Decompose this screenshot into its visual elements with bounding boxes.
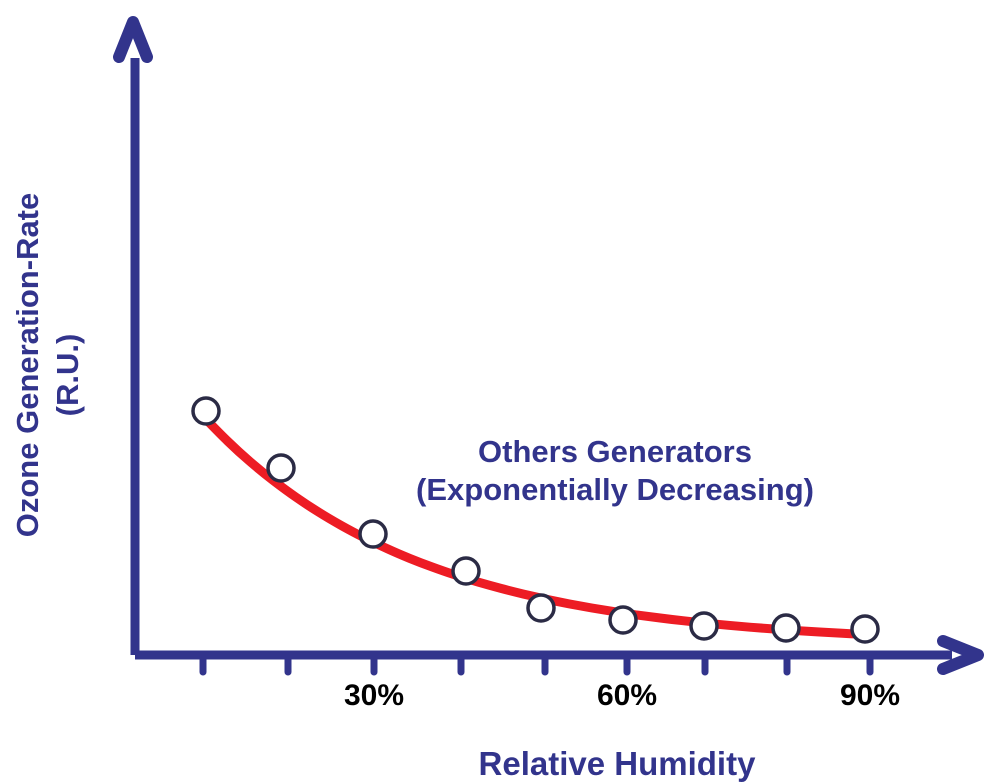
svg-text:Others Generators: Others Generators (478, 434, 752, 469)
svg-text:(Exponentially Decreasing): (Exponentially Decreasing) (416, 472, 814, 507)
svg-text:(R.U.): (R.U.) (50, 334, 85, 417)
svg-text:90%: 90% (840, 679, 900, 712)
svg-text:Ozone Generation-Rate: Ozone Generation-Rate (10, 193, 45, 538)
svg-text:60%: 60% (597, 679, 657, 712)
svg-text:Relative Humidity: Relative Humidity (479, 745, 757, 782)
svg-text:30%: 30% (344, 679, 404, 712)
